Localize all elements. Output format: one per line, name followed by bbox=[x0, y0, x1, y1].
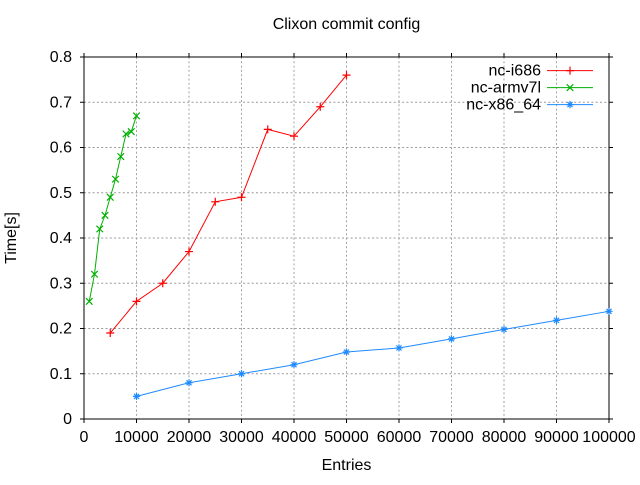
svg-text:0.2: 0.2 bbox=[50, 321, 72, 338]
svg-text:70000: 70000 bbox=[429, 429, 474, 446]
svg-text:0: 0 bbox=[80, 429, 89, 446]
svg-text:40000: 40000 bbox=[272, 429, 317, 446]
svg-text:20000: 20000 bbox=[167, 429, 212, 446]
svg-text:100000: 100000 bbox=[582, 429, 635, 446]
svg-text:nc-i686: nc-i686 bbox=[489, 63, 542, 80]
svg-text:0.1: 0.1 bbox=[50, 366, 72, 383]
svg-text:Entries: Entries bbox=[322, 457, 372, 474]
svg-text:0.6: 0.6 bbox=[50, 140, 72, 157]
svg-text:Clixon commit config: Clixon commit config bbox=[273, 16, 421, 33]
svg-text:80000: 80000 bbox=[482, 429, 527, 446]
svg-text:30000: 30000 bbox=[219, 429, 264, 446]
svg-text:0.3: 0.3 bbox=[50, 275, 72, 292]
svg-text:10000: 10000 bbox=[114, 429, 159, 446]
svg-text:60000: 60000 bbox=[377, 429, 422, 446]
svg-text:0.5: 0.5 bbox=[50, 185, 72, 202]
svg-text:nc-x86_64: nc-x86_64 bbox=[466, 97, 541, 114]
svg-text:0.4: 0.4 bbox=[50, 230, 72, 247]
svg-text:90000: 90000 bbox=[534, 429, 579, 446]
svg-text:0.7: 0.7 bbox=[50, 94, 72, 111]
svg-text:50000: 50000 bbox=[324, 429, 369, 446]
svg-text:Time[s]: Time[s] bbox=[3, 212, 20, 264]
svg-text:0.8: 0.8 bbox=[50, 49, 72, 66]
svg-text:nc-armv7l: nc-armv7l bbox=[471, 80, 541, 97]
svg-text:0: 0 bbox=[63, 411, 72, 428]
